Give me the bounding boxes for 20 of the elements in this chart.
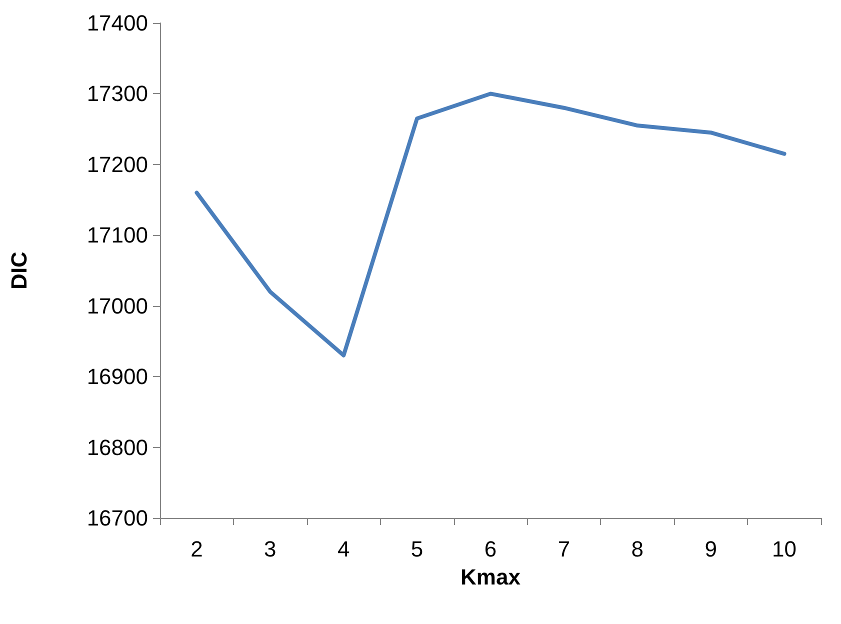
x-tick-label: 3 (264, 536, 276, 562)
y-tick-label: 17400 (86, 10, 148, 36)
y-tick-label: 16900 (86, 364, 148, 390)
x-tick-label: 6 (484, 536, 497, 562)
y-tick-label: 17200 (86, 152, 148, 177)
x-tick-label: 4 (337, 536, 350, 562)
x-tick-label: 2 (190, 536, 203, 562)
y-tick-label: 17000 (86, 293, 148, 318)
line-series (194, 92, 786, 358)
x-tick-label: 8 (631, 536, 644, 562)
x-tick-label: 5 (410, 536, 424, 562)
y-tick-label: 17300 (86, 81, 148, 106)
x-tick-label: 7 (558, 536, 570, 562)
x-axis-title: Kmax (460, 564, 522, 590)
y-tick-label: 16800 (86, 434, 148, 460)
y-tick-label: 17100 (86, 222, 148, 248)
x-tick-label: 9 (704, 536, 717, 562)
x-tick-label: 10 (772, 536, 797, 562)
y-axis-title: DIC (6, 251, 32, 290)
y-tick-label: 16700 (86, 506, 148, 530)
